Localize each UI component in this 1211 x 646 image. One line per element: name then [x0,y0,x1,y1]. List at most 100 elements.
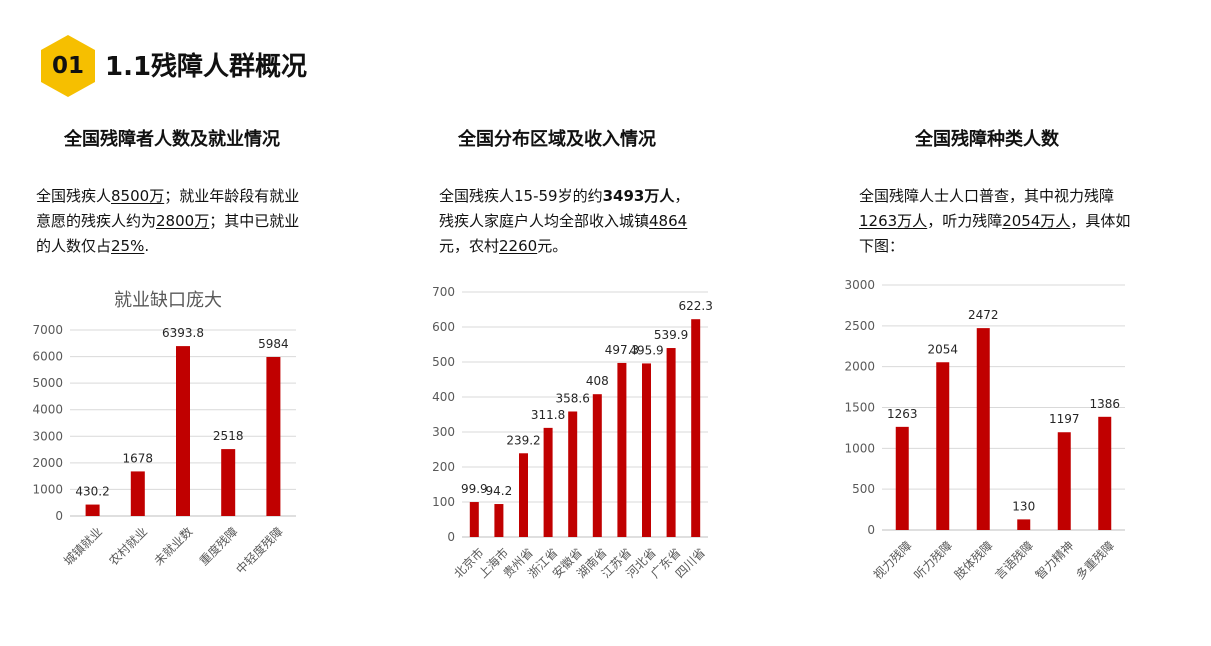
bar [592,394,602,537]
y-tick-label: 500 [432,355,455,369]
chart-title: 就业缺口庞大 [114,290,222,311]
data-label: 2518 [213,429,244,443]
data-label: 6393.8 [162,326,204,340]
x-category-label: 中轻度残障 [233,524,286,577]
chart-disability-types: 0 500 1000 1500 2000 2500 3000 1263 视力残障 2054 听力残障… [844,278,1125,583]
y-tick-label: 0 [447,530,455,544]
bar [642,363,651,537]
data-label: 430.2 [75,485,109,499]
y-tick-label: 4000 [32,403,63,417]
y-tick-label: 2000 [844,360,875,374]
chart-employment-gap: 就业缺口庞大 0 1000 2000 3000 4000 5000 6000 7000 430.2… [32,290,296,577]
data-label: 497.3 [605,343,639,357]
hexagon-badge-icon [41,35,95,97]
y-tick-label: 100 [432,495,455,509]
data-label: 311.8 [531,408,565,422]
highlight-figure: 8500万 [111,187,165,205]
x-category-label: 农村就业 [106,524,150,568]
chart-region-distribution: 010020030040050060070099.9北京市94.2上海市239.… [432,285,713,581]
desc-text: ；就业年龄段有就业意愿的残疾人约为 [36,187,300,230]
section-desc-disability-types: 全国残障人士人口普查，其中视力残障 1263万人，听力残障2054万人，具体如下图… [859,184,1137,259]
desc-text: . [144,237,150,255]
data-label: 2054 [927,342,958,356]
y-tick-label: 600 [432,320,455,334]
y-tick-label: 2000 [32,456,63,470]
y-tick-label: 3000 [844,278,875,292]
y-tick-label: 3000 [32,429,63,443]
x-category-label: 多重残障 [1073,538,1118,583]
y-tick-label: 1000 [32,482,63,496]
y-tick-label: 1000 [844,441,875,455]
y-tick-label: 700 [432,285,455,299]
x-category-label: 未就业数 [151,524,196,569]
data-label: 130 [1012,499,1035,513]
data-label: 99.9 [461,482,488,496]
data-label: 1263 [887,407,918,421]
section-title-disability-types: 全国残障种类人数 [915,129,1059,150]
bar [1057,432,1071,530]
data-label: 1678 [123,451,154,465]
y-tick-label: 200 [432,460,455,474]
highlight-figure: 25% [111,237,145,255]
data-label: 1386 [1089,397,1120,411]
x-category-label: 重度残障 [196,524,241,569]
data-label: 622.3 [679,299,713,313]
data-label: 495.9 [629,343,663,357]
bar [543,427,553,537]
bar [691,319,701,537]
bar [617,362,627,537]
bar [176,346,190,516]
y-tick-label: 0 [55,509,63,523]
data-label: 94.2 [486,484,513,498]
bar [130,471,145,516]
x-category-label: 听力残障 [911,538,956,583]
bar [895,426,909,530]
data-label: 5984 [258,337,289,351]
desc-text: ，残疾人家庭户人均全部收入城镇 [439,187,690,230]
x-category-label: 城镇就业 [61,524,105,568]
desc-text: 全国残障人士人口普查，其中视力残障 [859,187,1115,205]
desc-text: 元，农村 [439,237,500,255]
bar [519,453,528,537]
data-label: 408 [586,374,609,388]
desc-text: 元。 [537,237,568,255]
data-label: 539.9 [654,328,688,342]
bar [568,411,578,537]
y-tick-label: 7000 [32,323,63,337]
x-category-label: 肢体残障 [951,538,996,583]
data-label: 1197 [1049,412,1080,426]
badge-number: 01 [51,53,84,79]
section-number-badge: 01 [39,33,97,99]
data-label: 358.6 [556,391,590,405]
page-title: 1.1残障人群概况 [105,52,308,82]
data-label: 2472 [968,308,999,322]
highlight-figure: 1263万人 [859,212,928,230]
bar [85,504,100,516]
bar [494,504,504,537]
section-title-employment: 全国残障者人数及就业情况 [64,129,280,150]
data-label: 239.2 [506,433,540,447]
section-title-region-income: 全国分布区域及收入情况 [458,129,656,150]
desc-text: ，听力残障 [927,212,1003,230]
desc-text: 全国残疾人15-59岁的约 [439,187,603,205]
bar [976,328,990,530]
highlight-figure: 2800万 [156,212,210,230]
bar [221,449,236,516]
desc-text: ；其中已就业的人数仅占 [36,212,300,255]
y-tick-label: 400 [432,390,455,404]
y-tick-label: 5000 [32,376,63,390]
desc-text: ，具体如下图： [859,212,1131,255]
y-tick-label: 2500 [844,319,875,333]
x-category-label: 智力精神 [1032,538,1077,583]
y-tick-label: 6000 [32,350,63,364]
bar [666,348,676,537]
highlight-figure: 2054万人 [1002,212,1071,230]
bar [1017,519,1031,530]
bold-figure: 3493万人 [602,187,675,205]
bar [1098,416,1112,530]
x-category-label: 视力残障 [870,538,915,583]
bar [266,356,281,516]
section-desc-employment: 全国残疾人8500万；就业年龄段有就业意愿的残疾人约为2800万；其中已就业的人… [36,184,308,259]
y-tick-label: 0 [867,523,875,537]
highlight-figure: 2260 [499,237,538,255]
